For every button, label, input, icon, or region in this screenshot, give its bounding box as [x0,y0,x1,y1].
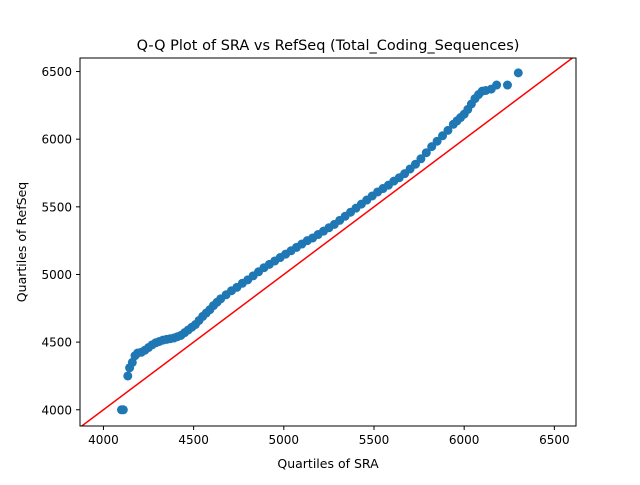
data-point [443,125,453,135]
plot-area [80,58,574,426]
data-point [502,80,512,90]
reference-line-layer [80,58,574,426]
points-layer [116,68,523,415]
y-tick-label: 6000 [41,133,72,147]
chart-title: Q-Q Plot of SRA vs RefSeq (Total_Coding_… [137,38,520,54]
y-axis-ticks: 4000 4500 5000 5500 6000 6500 [41,65,80,417]
y-tick-label: 5500 [41,200,72,214]
data-point [421,148,431,158]
x-tick-label: 4500 [178,433,209,447]
y-tick-label: 5000 [41,268,72,282]
x-axis-ticks: 4000 4500 5000 5500 6000 6500 [88,426,570,447]
x-tick-label: 5500 [359,433,390,447]
y-tick-label: 4000 [41,403,72,417]
plot-frame [79,57,577,427]
x-tick-label: 5000 [269,433,300,447]
data-point [118,405,128,415]
x-tick-label: 6500 [539,433,570,447]
data-point [416,154,426,164]
data-point [492,80,502,90]
data-point [127,357,137,367]
data-point [123,371,133,381]
x-tick-label: 4000 [88,433,119,447]
y-axis-label: Quartiles of RefSeq [14,182,29,302]
y-tick-label: 4500 [41,336,72,350]
x-axis-label: Quartiles of SRA [277,456,379,471]
data-point [513,68,523,78]
reference-line [80,58,574,426]
y-tick-label: 6500 [41,65,72,79]
x-tick-label: 6000 [449,433,480,447]
